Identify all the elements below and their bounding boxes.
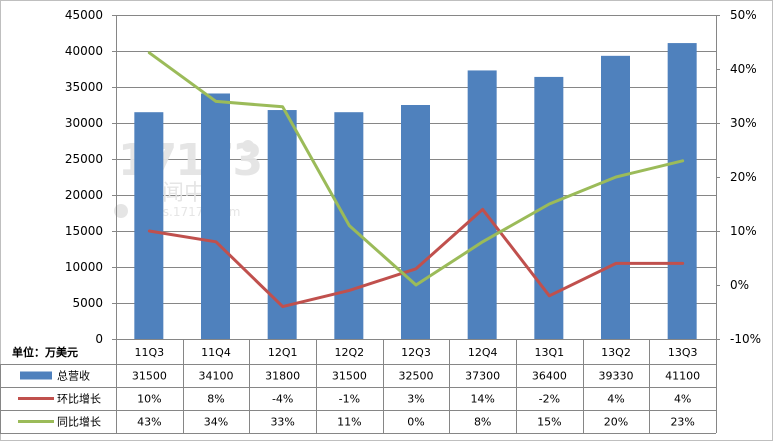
- watermark-dot: [114, 204, 128, 218]
- category-label: 11Q4: [201, 346, 231, 359]
- y-tick-label-left: 5000: [72, 296, 103, 310]
- data-label: 3%: [407, 393, 424, 406]
- data-label: 4%: [674, 393, 691, 406]
- y-tick-label-right: -10%: [730, 332, 761, 346]
- data-label: 31500: [332, 370, 367, 383]
- data-label: 11%: [337, 416, 361, 429]
- category-label: 12Q2: [335, 346, 365, 359]
- data-label: 32500: [399, 370, 434, 383]
- data-table: [0, 339, 717, 434]
- bar: [201, 93, 230, 339]
- data-label: 15%: [537, 416, 561, 429]
- y-tick-label-right: 30%: [730, 116, 757, 130]
- category-label: 11Q3: [135, 346, 165, 359]
- data-label: 4%: [607, 393, 624, 406]
- y-tick-label-left: 10000: [65, 260, 103, 274]
- bar: [467, 70, 497, 339]
- legend-label: 同比增长: [57, 415, 101, 429]
- legend-key-bar: [20, 371, 52, 380]
- y-tick-label-right: 20%: [730, 170, 757, 184]
- y-tick-label-left: 15000: [65, 224, 103, 238]
- y-tick-label-right: 40%: [730, 62, 757, 76]
- data-label: 0%: [407, 416, 424, 429]
- category-label: 13Q3: [668, 346, 698, 359]
- data-label: -4%: [272, 393, 293, 406]
- data-label: 39330: [599, 370, 634, 383]
- y-tick-label-right: 0%: [730, 278, 749, 292]
- bar: [401, 105, 430, 339]
- y-tick-label-left: 20000: [65, 188, 103, 202]
- bar: [667, 43, 697, 340]
- y-tick-label-left: 40000: [65, 44, 103, 58]
- data-label: -1%: [339, 393, 360, 406]
- y-tick-label-left: 25000: [65, 152, 103, 166]
- bar: [134, 112, 164, 339]
- data-label: 8%: [474, 416, 491, 429]
- y-tick-label-right: 50%: [730, 8, 757, 22]
- data-label: -2%: [539, 393, 560, 406]
- data-label: 23%: [670, 416, 694, 429]
- data-label: 14%: [470, 393, 494, 406]
- bar-series: [134, 43, 697, 340]
- data-label: 37300: [465, 370, 500, 383]
- category-label: 12Q3: [401, 346, 431, 359]
- data-label: 8%: [207, 393, 224, 406]
- category-label: 12Q4: [468, 346, 498, 359]
- series-line-1: [147, 207, 685, 309]
- y-tick-label-left: 35000: [65, 80, 103, 94]
- data-label: 33%: [270, 416, 294, 429]
- category-label: 13Q1: [535, 346, 565, 359]
- bar: [534, 76, 564, 340]
- data-label: 10%: [137, 393, 161, 406]
- bar: [267, 110, 297, 339]
- data-label: 31800: [265, 370, 300, 383]
- watermark-dot: [242, 140, 254, 152]
- y-tick-label-right: 10%: [730, 224, 757, 238]
- y-tick-label-left: 0: [95, 332, 103, 346]
- category-label: 13Q2: [601, 346, 631, 359]
- y-tick-label-left: 45000: [65, 8, 103, 22]
- bar: [601, 55, 630, 339]
- data-label: 20%: [604, 416, 628, 429]
- unit-label: 单位：万美元: [12, 345, 78, 359]
- legend-label: 总营收: [57, 369, 90, 383]
- data-label: 36400: [532, 370, 567, 383]
- data-label: 41100: [665, 370, 700, 383]
- data-label: 34100: [199, 370, 234, 383]
- data-label: 34%: [204, 416, 228, 429]
- category-label: 12Q1: [268, 346, 298, 359]
- y-tick-label-left: 30000: [65, 116, 103, 130]
- legend-label: 环比增长: [57, 392, 101, 406]
- series-line-2: [147, 51, 685, 287]
- data-label: 43%: [137, 416, 161, 429]
- data-label: 31500: [132, 370, 167, 383]
